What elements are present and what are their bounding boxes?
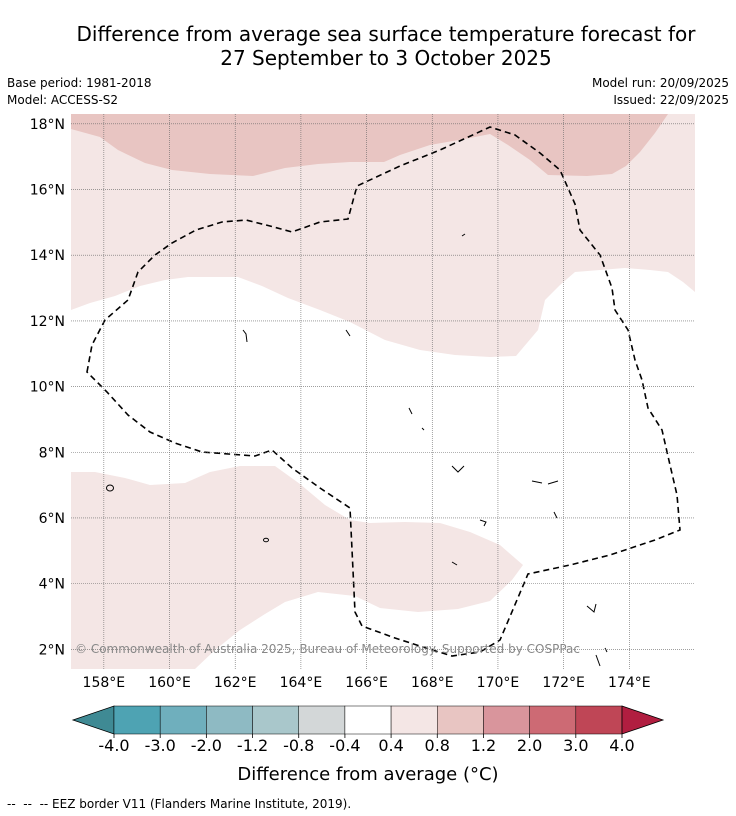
atoll-m	[604, 647, 608, 653]
lon-label: 170°E	[477, 675, 520, 691]
colorbar-segment	[390, 705, 438, 735]
lat-label: 10°N	[30, 380, 65, 396]
base-period: Base period: 1981-2018	[7, 76, 152, 90]
colorbar-tick-label: -0.4	[329, 736, 360, 755]
copyright-notice: © Commonwealth of Australia 2025, Bureau…	[75, 642, 580, 656]
lat-label: 8°N	[39, 445, 65, 461]
colorbar-tick-label: 3.0	[563, 736, 588, 755]
colorbar-tick-label: 0.4	[378, 736, 403, 755]
latitude-labels: 18°N 16°N 14°N 12°N 10°N 8°N 6°N 4°N 2°N	[30, 117, 65, 658]
lat-label: 12°N	[30, 314, 65, 330]
map-figure: © Commonwealth of Australia 2025, Bureau…	[30, 114, 695, 785]
colorbar-segment	[159, 705, 207, 735]
model-name: Model: ACCESS-S2	[7, 93, 119, 107]
gridlines	[71, 114, 695, 669]
colorbar-segment	[344, 705, 392, 735]
lon-label: 166°E	[345, 675, 388, 691]
colorbar-extend-high	[621, 705, 665, 735]
colorbar-segment	[575, 705, 623, 735]
lon-label: 168°E	[411, 675, 454, 691]
lat-label: 14°N	[30, 248, 65, 264]
colorbar-segment	[529, 705, 577, 735]
atoll-i	[461, 233, 466, 237]
colorbar-tick-label: -3.0	[145, 736, 176, 755]
colorbar-segment	[113, 705, 161, 735]
islands	[106, 233, 608, 667]
colorbar-title: Difference from average (°C)	[237, 764, 498, 785]
lon-label: 162°E	[214, 675, 257, 691]
colorbar-tick-label: 4.0	[609, 736, 634, 755]
lat-label: 4°N	[39, 577, 65, 593]
lon-label: 164°E	[280, 675, 323, 691]
atoll-d	[531, 480, 559, 485]
colorbar-segment	[298, 705, 346, 735]
colorbar-tick-label: -2.0	[191, 736, 222, 755]
model-run: Model run: 20/09/2025	[591, 76, 729, 90]
atoll-e	[586, 603, 597, 613]
atoll-k	[421, 427, 425, 431]
colorbar-extend-low	[71, 705, 115, 735]
lat-label: 18°N	[30, 117, 65, 133]
colorbar-segment	[252, 705, 299, 735]
longitude-labels: 158°E 160°E 162°E 164°E 166°E 168°E 170°E 172°E…	[83, 675, 651, 691]
colorbar-segment	[483, 705, 530, 735]
lat-label: 16°N	[30, 183, 65, 199]
anomaly-region-north-0.8-1.2	[71, 114, 668, 176]
atoll-l	[553, 511, 558, 519]
lat-label: 6°N	[39, 511, 65, 527]
map-title: Difference from average sea surface temp…	[40, 22, 732, 70]
lon-label: 158°E	[83, 675, 126, 691]
map-plot-area: © Commonwealth of Australia 2025, Bureau…	[71, 114, 695, 669]
colorbar-tick-label: 0.8	[425, 736, 450, 755]
colorbar-segment	[206, 705, 253, 735]
atoll-h	[451, 561, 458, 566]
colorbar: -4.0 -3.0 -2.0 -1.2 -0.8 -0.4 0.4 0.8 1.2 2.0 3.0 4…	[71, 705, 665, 755]
lon-label: 174°E	[608, 675, 651, 691]
atoll-f	[595, 654, 601, 667]
title-line-2: 27 September to 3 October 2025	[220, 46, 552, 70]
eez-legend: -- -- -- EEZ border V11 (Flanders Marine…	[7, 797, 352, 811]
issued-date: Issued: 22/09/2025	[613, 93, 729, 107]
island-kosrae	[263, 537, 269, 543]
atoll-g	[479, 519, 487, 527]
atoll-a	[242, 329, 248, 343]
colorbar-tick-label: 1.2	[471, 736, 496, 755]
colorbar-tick-label: 2.0	[517, 736, 542, 755]
colorbar-segment	[437, 705, 484, 735]
colorbar-tick-label: -4.0	[98, 736, 129, 755]
atoll-j	[408, 407, 413, 415]
eez-border	[86, 126, 681, 657]
atoll-c	[451, 465, 465, 473]
lon-label: 172°E	[542, 675, 585, 691]
title-line-1: Difference from average sea surface temp…	[76, 22, 696, 46]
island-pohnpei	[106, 484, 114, 492]
lat-label: 2°N	[39, 642, 65, 658]
atoll-b	[345, 329, 351, 337]
colorbar-tick-label: -0.8	[283, 736, 314, 755]
lon-label: 160°E	[148, 675, 191, 691]
anomaly-region-south-0.4-0.8	[71, 466, 523, 669]
colorbar-tick-label: -1.2	[237, 736, 268, 755]
